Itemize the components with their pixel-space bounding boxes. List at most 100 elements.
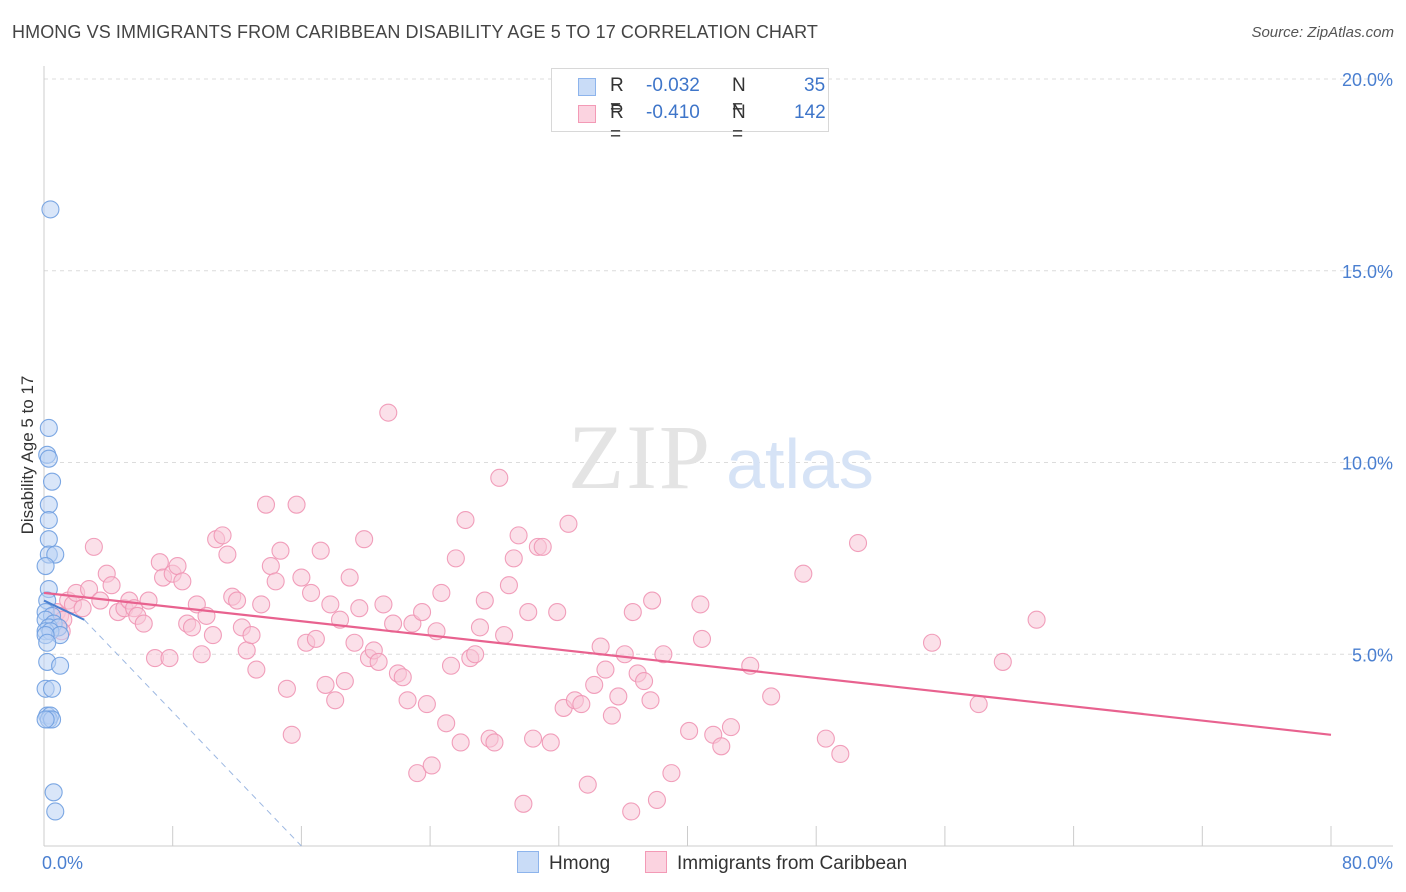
caribbean-point bbox=[302, 583, 321, 602]
hmong-point bbox=[42, 679, 62, 698]
caribbean-point bbox=[247, 660, 266, 679]
hmong-point bbox=[46, 802, 65, 821]
caribbean-point bbox=[160, 649, 179, 668]
stats-legend: R = -0.032 N = 35 R = -0.410 N = 142 bbox=[551, 68, 829, 145]
caribbean-point bbox=[237, 641, 256, 660]
caribbean-point bbox=[524, 729, 543, 748]
caribbean-point bbox=[466, 645, 485, 664]
caribbean-point bbox=[134, 614, 153, 633]
series-hmong-points bbox=[36, 200, 70, 821]
caribbean-point bbox=[475, 591, 494, 610]
caribbean-point bbox=[451, 733, 470, 752]
legend-item-caribbean[interactable]: Immigrants from Caribbean bbox=[645, 851, 907, 875]
y-tick-label: 5.0% bbox=[1352, 645, 1393, 665]
legend-swatch-hmong-icon bbox=[517, 851, 539, 873]
caribbean-point bbox=[596, 660, 615, 679]
caribbean-point bbox=[721, 718, 740, 737]
caribbean-point bbox=[456, 510, 475, 530]
caribbean-point bbox=[519, 603, 538, 622]
caribbean-point bbox=[504, 549, 523, 568]
legend-n-label: N = bbox=[732, 102, 746, 145]
caribbean-point bbox=[490, 468, 509, 487]
caribbean-point bbox=[277, 679, 296, 698]
caribbean-point bbox=[509, 526, 528, 545]
caribbean-point bbox=[252, 595, 271, 614]
caribbean-trend-line bbox=[43, 591, 1332, 736]
hmong-point bbox=[51, 656, 70, 675]
hmong-point bbox=[39, 495, 58, 514]
caribbean-point bbox=[379, 403, 398, 422]
caribbean-point bbox=[413, 603, 432, 622]
caribbean-point bbox=[228, 591, 247, 610]
caribbean-point bbox=[306, 629, 325, 648]
caribbean-point bbox=[662, 764, 681, 783]
caribbean-point bbox=[437, 714, 456, 733]
caribbean-point bbox=[261, 556, 280, 576]
watermark: ZIP atlas bbox=[568, 406, 874, 508]
watermark-zip: ZIP bbox=[568, 406, 712, 508]
hmong-point bbox=[39, 510, 58, 530]
caribbean-point bbox=[1027, 610, 1046, 629]
caribbean-point bbox=[691, 595, 710, 614]
caribbean-point bbox=[287, 495, 306, 514]
caribbean-point bbox=[609, 687, 628, 706]
caribbean-point bbox=[182, 618, 202, 637]
hmong-point bbox=[36, 710, 55, 729]
legend-r-value: -0.032 bbox=[646, 75, 700, 96]
caribbean-point bbox=[73, 599, 92, 618]
caribbean-point bbox=[432, 583, 451, 602]
hmong-point bbox=[39, 530, 58, 549]
caribbean-point bbox=[762, 687, 781, 706]
y-tick-label: 20.0% bbox=[1342, 70, 1393, 90]
legend-label-caribbean: Immigrants from Caribbean bbox=[677, 853, 908, 874]
legend-item-hmong[interactable]: Hmong bbox=[517, 851, 610, 875]
caribbean-point bbox=[623, 603, 642, 622]
caribbean-point bbox=[712, 737, 731, 756]
axes bbox=[43, 66, 1393, 847]
legend-swatch-hmong bbox=[578, 78, 596, 96]
caribbean-point bbox=[641, 691, 660, 710]
caribbean-point bbox=[499, 576, 518, 595]
grid-lines bbox=[44, 78, 1393, 655]
caribbean-point bbox=[374, 595, 393, 614]
caribbean-point bbox=[408, 764, 427, 783]
caribbean-point bbox=[355, 530, 374, 549]
x-tick-label: 0.0% bbox=[42, 853, 83, 873]
caribbean-point bbox=[335, 672, 354, 691]
hmong-point bbox=[39, 449, 58, 468]
caribbean-point bbox=[340, 568, 359, 587]
watermark-atlas: atlas bbox=[726, 425, 874, 503]
caribbean-point bbox=[266, 572, 285, 591]
caribbean-point bbox=[446, 549, 465, 568]
caribbean-point bbox=[350, 599, 369, 618]
legend-swatch-caribbean bbox=[578, 105, 596, 123]
caribbean-point bbox=[192, 645, 211, 664]
caribbean-point bbox=[242, 626, 261, 645]
chart-title: HMONG VS IMMIGRANTS FROM CARIBBEAN DISAB… bbox=[12, 22, 818, 42]
legend-n-label: N = bbox=[732, 75, 746, 118]
trend-lines bbox=[43, 591, 1332, 847]
hmong-point bbox=[42, 472, 62, 491]
caribbean-point bbox=[848, 533, 868, 553]
y-axis-label: Disability Age 5 to 17 bbox=[18, 376, 37, 535]
tick-labels: 5.0% 10.0% 15.0% 20.0% 0.0% 80.0% bbox=[42, 70, 1393, 873]
series-caribbean-points bbox=[47, 403, 1046, 821]
y-tick-label: 15.0% bbox=[1342, 262, 1393, 282]
caribbean-point bbox=[393, 668, 412, 687]
caribbean-point bbox=[969, 695, 988, 714]
caribbean-point bbox=[654, 645, 673, 664]
caribbean-point bbox=[470, 618, 490, 637]
legend-n-value: 142 bbox=[794, 102, 826, 123]
caribbean-point bbox=[139, 591, 158, 610]
caribbean-point bbox=[271, 541, 290, 560]
caribbean-point bbox=[321, 595, 340, 614]
x-tick-label: 80.0% bbox=[1342, 853, 1393, 873]
legend-r-label: R = bbox=[610, 102, 624, 145]
caribbean-point bbox=[635, 672, 654, 691]
caribbean-point bbox=[441, 656, 461, 675]
caribbean-point bbox=[585, 675, 604, 694]
caribbean-point bbox=[572, 695, 591, 714]
caribbean-point bbox=[84, 537, 103, 556]
caribbean-point bbox=[384, 614, 403, 633]
